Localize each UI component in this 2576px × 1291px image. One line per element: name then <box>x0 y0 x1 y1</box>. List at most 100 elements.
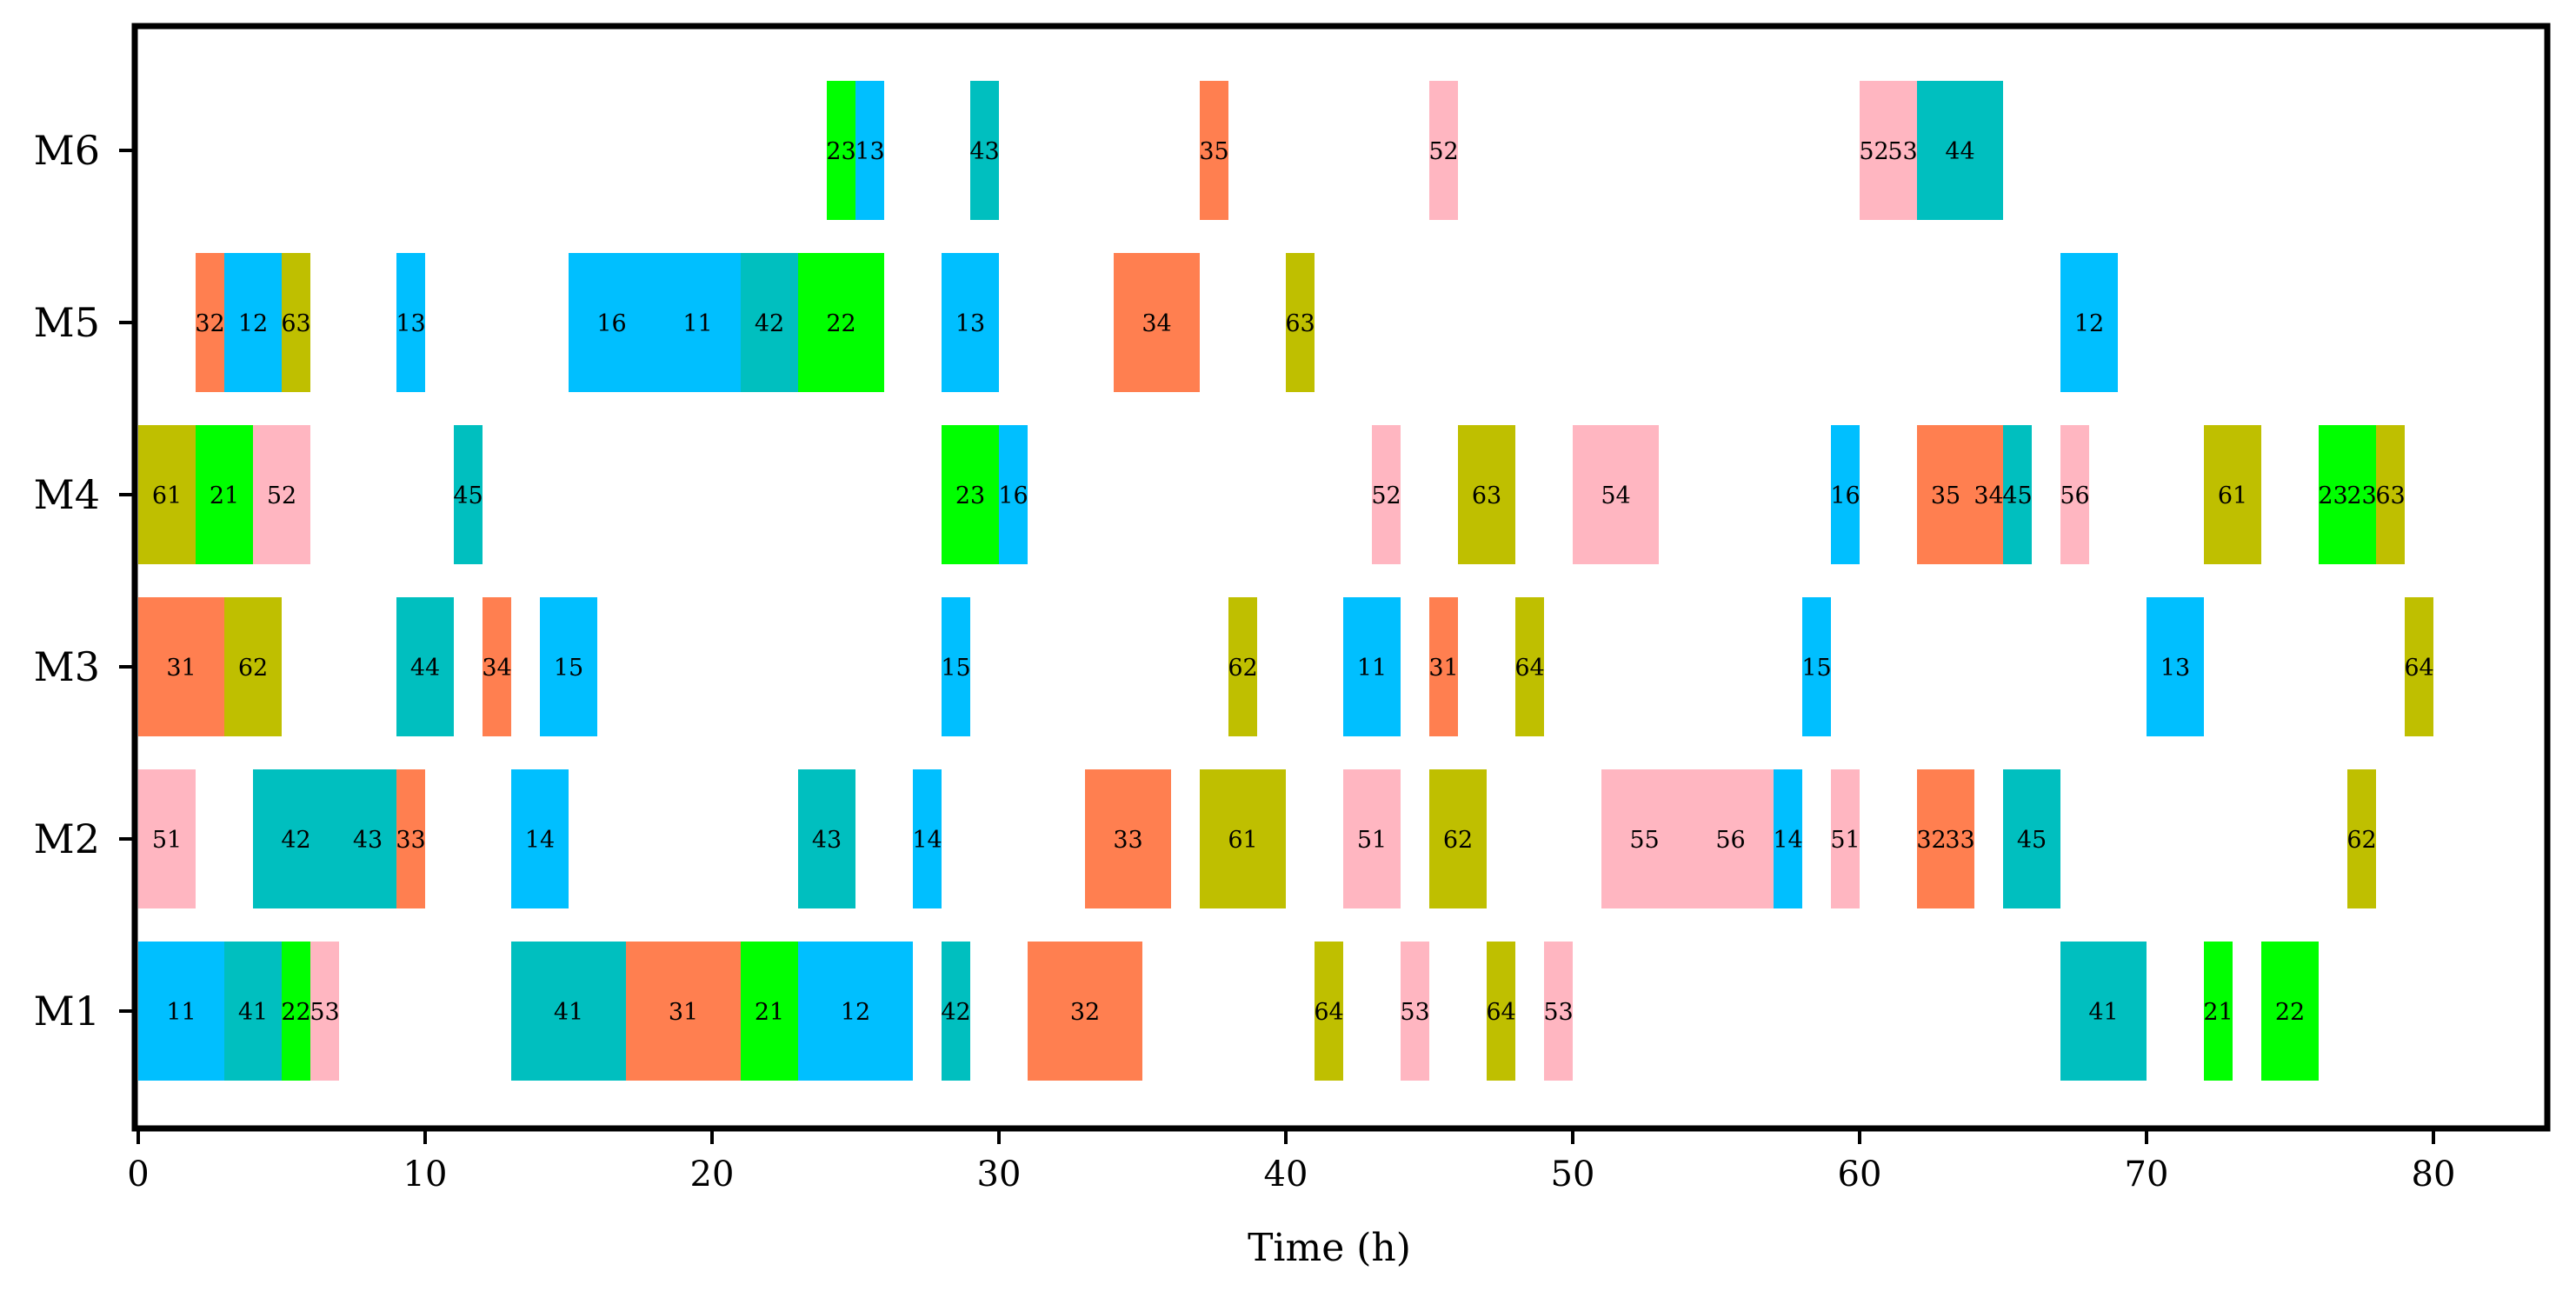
x-tick-label: 60 <box>1838 1155 1882 1195</box>
operation-label: 32 <box>1070 999 1100 1026</box>
operation-bar <box>999 425 1028 564</box>
operation-label: 31 <box>669 999 698 1026</box>
x-tick-label: 50 <box>1551 1155 1595 1195</box>
operation-bar <box>2147 597 2204 736</box>
operation-bar <box>138 425 196 564</box>
operation-bar <box>1372 425 1401 564</box>
operation-bar <box>1343 769 1401 908</box>
operation-bar <box>942 425 999 564</box>
operation-bar <box>2204 942 2233 1081</box>
machine-label: M5 <box>34 299 100 346</box>
operation-bar <box>1917 81 2003 220</box>
operation-bar <box>253 769 339 908</box>
operation-bar <box>310 942 339 1081</box>
operation-label: 14 <box>1773 827 1802 854</box>
operation-label: 52 <box>267 482 296 509</box>
operation-label: 11 <box>1357 655 1387 682</box>
plot-frame <box>131 23 2551 1132</box>
operation-bar <box>1343 597 1401 736</box>
operation-bar <box>1228 597 1257 736</box>
x-tick-label: 20 <box>690 1155 735 1195</box>
operation-label: 13 <box>855 138 884 165</box>
operation-bar <box>1831 769 1860 908</box>
x-tick-label: 80 <box>2412 1155 2456 1195</box>
operation-label: 22 <box>826 310 855 337</box>
operation-bar <box>2405 597 2433 736</box>
operation-label: 15 <box>1801 655 1831 682</box>
operation-bar <box>1831 425 1860 564</box>
operation-label: 35 <box>1931 482 1960 509</box>
operation-bar <box>1429 81 1458 220</box>
operation-bar <box>2003 769 2060 908</box>
operation-label: 53 <box>310 999 339 1026</box>
operation-bar <box>2204 425 2261 564</box>
operation-bar <box>2319 425 2347 564</box>
operation-bar <box>1487 942 1515 1081</box>
operation-label: 21 <box>755 999 784 1026</box>
operation-label: 63 <box>281 310 310 337</box>
operation-label: 22 <box>281 999 310 1026</box>
operation-bar <box>2376 425 2405 564</box>
operation-label: 15 <box>941 655 970 682</box>
x-tick-label: 70 <box>2125 1155 2169 1195</box>
operation-label: 42 <box>755 310 784 337</box>
operation-label: 43 <box>812 827 842 854</box>
operation-bar <box>1974 425 2003 564</box>
operation-label: 34 <box>1142 310 1171 337</box>
operation-bar <box>1601 769 1687 908</box>
operation-label: 34 <box>482 655 511 682</box>
operation-label: 45 <box>453 482 483 509</box>
operation-bar <box>1888 81 1917 220</box>
operation-label: 31 <box>166 655 196 682</box>
operation-bar <box>2060 253 2118 392</box>
operation-label: 33 <box>1945 827 1974 854</box>
operation-label: 63 <box>1285 310 1315 337</box>
operation-label: 53 <box>1543 999 1573 1026</box>
operation-label: 52 <box>1371 482 1401 509</box>
operation-bar <box>741 942 798 1081</box>
operation-bar <box>1860 81 1888 220</box>
operation-label: 62 <box>1443 827 1473 854</box>
operation-label: 35 <box>1199 138 1228 165</box>
operation-bar <box>396 253 425 392</box>
operation-label: 51 <box>1830 827 1860 854</box>
operation-bar <box>1200 81 1228 220</box>
operation-bar <box>396 597 454 736</box>
operation-bar <box>138 942 224 1081</box>
operation-label: 13 <box>955 310 985 337</box>
operation-bar <box>626 942 741 1081</box>
operation-label: 51 <box>1357 827 1387 854</box>
operation-label: 64 <box>1514 655 1544 682</box>
operation-label: 21 <box>2203 999 2233 1026</box>
x-tick-label: 30 <box>977 1155 1022 1195</box>
operation-label: 13 <box>396 310 425 337</box>
operation-label: 12 <box>2074 310 2104 337</box>
operation-bar <box>196 253 224 392</box>
machine-label: M6 <box>34 127 100 174</box>
operation-bar <box>2347 769 2376 908</box>
operation-bar <box>970 81 999 220</box>
operation-label: 56 <box>2060 482 2089 509</box>
operation-bar <box>2060 942 2147 1081</box>
operation-bar <box>282 253 310 392</box>
operation-bar <box>196 425 253 564</box>
machine-label: M1 <box>34 988 100 1035</box>
machine-label: M2 <box>34 815 100 862</box>
operation-bar <box>1429 597 1458 736</box>
operation-bar <box>1028 942 1142 1081</box>
operation-bar <box>511 942 626 1081</box>
operation-label: 54 <box>1601 482 1630 509</box>
operation-bar <box>138 769 196 908</box>
operation-label: 52 <box>1428 138 1458 165</box>
operation-bar <box>913 769 942 908</box>
operation-label: 42 <box>281 827 310 854</box>
operation-bar <box>827 81 855 220</box>
operation-label: 62 <box>1228 655 1257 682</box>
operation-bar <box>798 769 855 908</box>
operation-label: 16 <box>998 482 1028 509</box>
operation-bar <box>1946 769 1974 908</box>
operation-label: 63 <box>2375 482 2405 509</box>
operation-label: 41 <box>554 999 583 1026</box>
operation-bar <box>253 425 310 564</box>
